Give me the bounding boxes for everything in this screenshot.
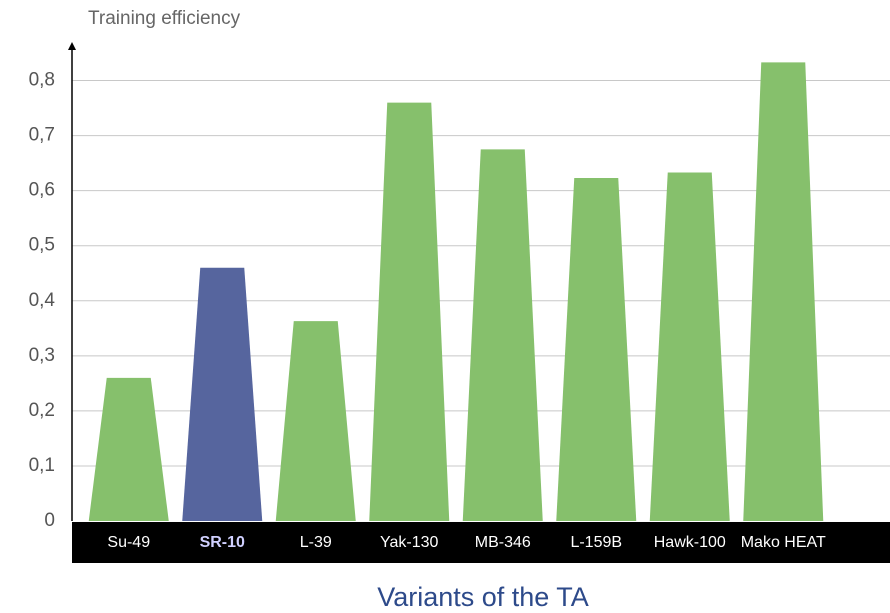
x-tick-label: Yak-130 [380,534,439,551]
y-tick-label: 0,8 [29,70,55,91]
y-tick-label: 0,2 [29,400,55,421]
y-tick-label: 0,1 [29,455,55,476]
y-tick-label: 0,3 [29,345,55,366]
y-tick-label: 0,5 [29,235,55,256]
y-tick-label: 0,6 [29,180,55,201]
bar [182,267,263,521]
y-tick-label: 0 [44,510,55,531]
x-tick-label: Mako HEAT [741,534,826,551]
x-axis-title: Variants of the TA [377,582,589,612]
y-axis-arrow [68,42,76,50]
bar [369,102,450,521]
x-axis-band [72,522,890,563]
y-tick-label: 0,4 [29,290,56,311]
bar [556,177,637,522]
bar [275,321,356,521]
x-tick-label: SR-10 [200,534,245,551]
x-tick-label: MB-346 [475,534,531,551]
bar [743,62,824,521]
x-tick-label: L-39 [300,534,332,551]
bar [649,172,730,521]
x-tick-label: Su-49 [107,534,150,551]
bar [88,377,169,521]
y-axis-title: Training efficiency [88,8,241,29]
y-tick-label: 0,7 [29,125,55,146]
bar [462,149,543,522]
x-tick-label: Hawk-100 [654,534,726,551]
x-tick-label: L-159B [570,534,622,551]
